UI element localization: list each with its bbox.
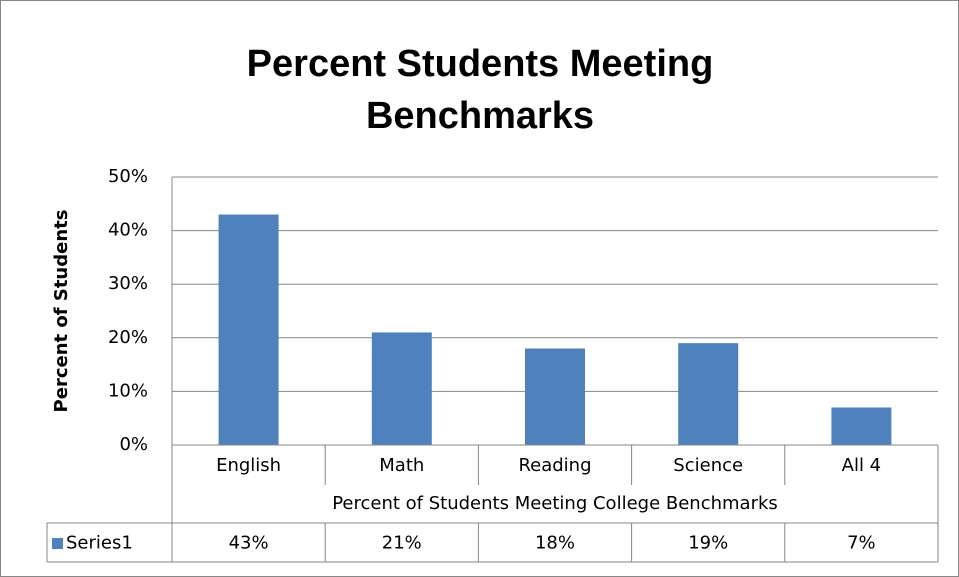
y-tick-label: 30% [108, 273, 148, 294]
bar [371, 332, 432, 445]
y-axis-label: Percent of Students [51, 210, 72, 413]
y-tick-label: 0% [119, 434, 148, 455]
bar [678, 343, 739, 445]
bar [831, 407, 892, 445]
data-table-value: 18% [535, 533, 575, 554]
bar [525, 348, 585, 445]
data-table-value: 21% [382, 533, 422, 554]
x-tick-label: Science [673, 455, 743, 476]
legend-label: Series1 [66, 533, 133, 554]
x-tick-label: Reading [518, 455, 591, 476]
data-table-value: 7% [847, 533, 876, 554]
data-table-value: 43% [229, 533, 269, 554]
x-axis-label: Percent of Students Meeting College Benc… [332, 493, 778, 514]
x-tick-label: English [216, 455, 281, 476]
y-tick-label: 10% [108, 380, 148, 401]
y-tick-label: 20% [108, 327, 148, 348]
y-tick-label: 40% [108, 220, 148, 241]
y-tick-label: 50% [108, 166, 148, 187]
chart-title: Percent Students Meeting Benchmarks [246, 43, 714, 137]
x-tick-label: All 4 [842, 455, 882, 476]
legend-key [52, 538, 63, 549]
x-tick-label: Math [379, 455, 424, 476]
bar [218, 214, 279, 445]
data-table-value: 19% [688, 533, 728, 554]
